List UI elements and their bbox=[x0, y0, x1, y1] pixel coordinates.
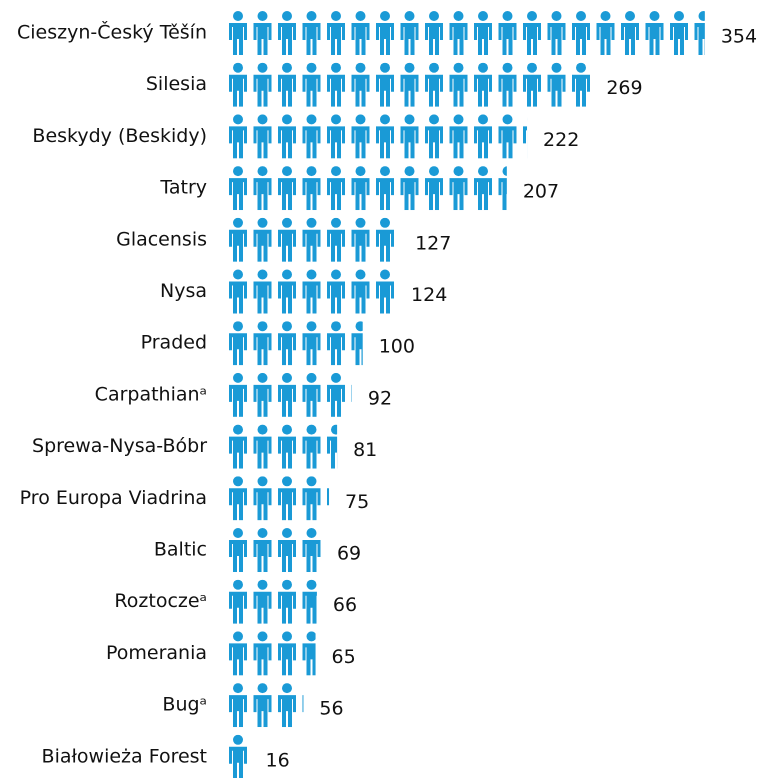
category-label: Roztoczeᵃ bbox=[114, 590, 207, 612]
category-label: Beskydy (Beskidy) bbox=[32, 125, 207, 147]
pictogram-bar bbox=[228, 321, 363, 366]
value-label: 354 bbox=[721, 26, 757, 48]
category-label: Carpathianᵃ bbox=[95, 383, 207, 405]
value-label: 127 bbox=[415, 232, 451, 254]
pictogram-bar bbox=[228, 579, 317, 624]
pictogram-bar bbox=[228, 11, 705, 55]
category-label: Praded bbox=[141, 332, 207, 354]
category-label: Białowieża Forest bbox=[42, 745, 207, 767]
category-label: Baltic bbox=[154, 539, 207, 561]
pictogram-bar bbox=[228, 114, 528, 159]
value-label: 92 bbox=[368, 387, 392, 409]
value-label: 81 bbox=[353, 439, 377, 461]
category-label: Sprewa-Nysa-Bóbr bbox=[32, 435, 207, 457]
category-label: Tatry bbox=[159, 177, 207, 199]
value-label: 56 bbox=[319, 698, 343, 720]
category-label: Bugᵃ bbox=[162, 694, 207, 716]
pictogram-bar bbox=[228, 476, 330, 521]
value-label: 207 bbox=[523, 181, 559, 203]
value-label: 100 bbox=[379, 336, 415, 358]
value-label: 65 bbox=[332, 646, 356, 668]
value-label: 66 bbox=[333, 594, 357, 616]
pictogram-bar bbox=[228, 424, 338, 469]
value-label: 69 bbox=[337, 543, 361, 565]
category-label: Silesia bbox=[146, 73, 207, 95]
category-label: Pro Europa Viadrina bbox=[20, 487, 207, 509]
pictogram-bar bbox=[228, 269, 396, 314]
pictogram-bar bbox=[228, 528, 321, 572]
category-label: Nysa bbox=[160, 280, 207, 302]
pictogram-bar bbox=[228, 683, 304, 728]
pictogram-bar bbox=[228, 372, 352, 417]
pictogram-bar bbox=[228, 62, 591, 107]
value-label: 124 bbox=[411, 284, 447, 306]
category-label: Pomerania bbox=[106, 642, 207, 664]
value-label: 269 bbox=[606, 77, 642, 99]
pictogram-bar bbox=[228, 166, 507, 211]
pictogram-bar bbox=[228, 631, 316, 676]
value-label: 16 bbox=[266, 749, 290, 771]
pictogram-bar bbox=[228, 217, 400, 262]
pictogram-bar bbox=[228, 734, 250, 778]
category-label: Glacensis bbox=[116, 228, 207, 250]
value-label: 75 bbox=[345, 491, 369, 513]
category-label: Cieszyn-Český Těšín bbox=[17, 20, 207, 44]
value-label: 222 bbox=[543, 129, 579, 151]
